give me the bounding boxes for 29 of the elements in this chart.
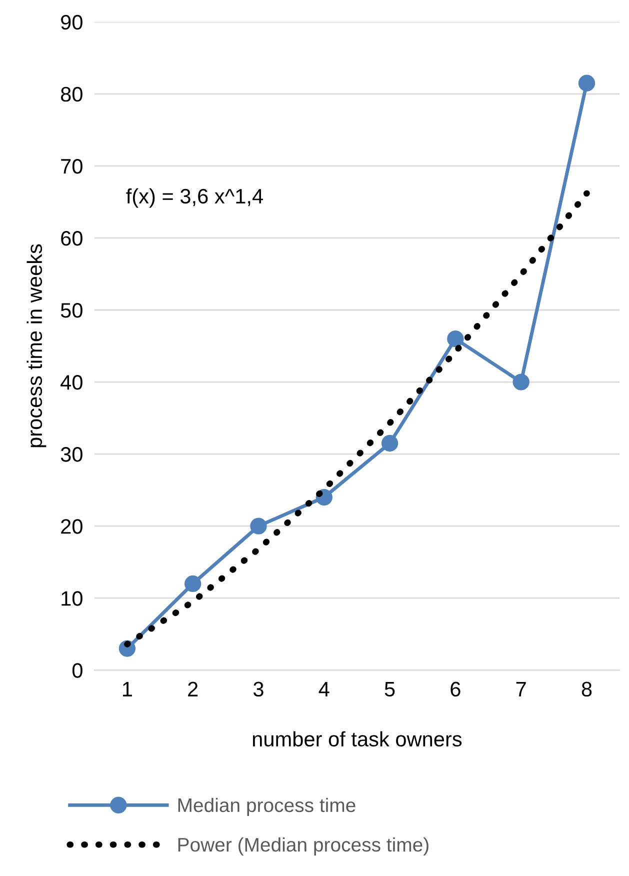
- y-tick-label: 90: [61, 14, 82, 30]
- x-tick-label: 5: [384, 682, 395, 697]
- y-axis-title: process time in weeks: [26, 244, 46, 448]
- y-tick-label: 10: [62, 591, 82, 606]
- x-tick-label: 1: [122, 682, 132, 696]
- x-axis-title: number of task owners: [252, 731, 462, 747]
- point: [381, 434, 398, 452]
- x-tick-label: 4: [318, 682, 330, 696]
- legend-label: Power (Median process time): [178, 837, 428, 856]
- x-tick-label: 2: [188, 682, 198, 696]
- x-tick-label: 8: [582, 682, 592, 697]
- legend-label: Median process time: [178, 798, 356, 816]
- y-tick-label: 80: [60, 86, 82, 102]
- x-tick-label: 6: [450, 682, 460, 697]
- point: [250, 518, 267, 534]
- y-tick-label: 0: [72, 663, 82, 678]
- y-tick-label: 30: [60, 447, 82, 462]
- y-tick-label: 70: [61, 158, 82, 174]
- y-tick-label: 20: [61, 519, 82, 534]
- x-tick-label: 3: [253, 682, 264, 697]
- point: [447, 330, 464, 348]
- annotation: f(x) = 3,6 x^1,4: [126, 188, 263, 208]
- x-tick-label: 7: [516, 682, 526, 696]
- point: [184, 575, 202, 592]
- y-tick-label: 60: [61, 230, 82, 246]
- y-tick-label: 40: [60, 375, 82, 390]
- point: [512, 374, 530, 390]
- y-tick-label: 50: [60, 303, 82, 318]
- point: [578, 74, 596, 92]
